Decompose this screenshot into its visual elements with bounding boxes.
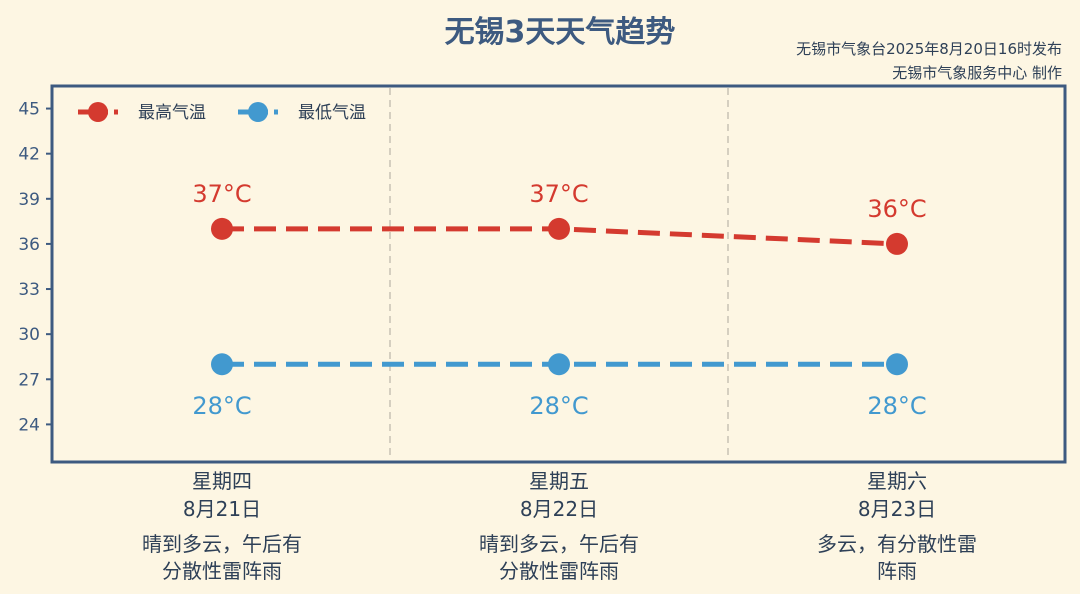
legend-high-marker xyxy=(88,102,108,122)
x-weather-label: 晴到多云，午后有 xyxy=(142,532,302,556)
x-day-label: 星期六 xyxy=(867,469,927,493)
x-weather-label: 分散性雷阵雨 xyxy=(499,559,619,583)
legend-low-label: 最低气温 xyxy=(298,103,366,123)
high-temp-label: 36°C xyxy=(867,195,926,223)
x-weather-label: 阵雨 xyxy=(877,559,917,583)
x-weather-label: 分散性雷阵雨 xyxy=(162,559,282,583)
plot-frame xyxy=(50,84,1067,464)
day-dividers xyxy=(389,88,729,460)
high-temp-point xyxy=(548,217,570,240)
high-temp-point xyxy=(886,232,908,255)
x-day-label: 星期五 xyxy=(529,469,589,493)
y-tick-label: 30 xyxy=(18,325,40,345)
y-tick-label: 36 xyxy=(18,235,40,255)
legend-high-label: 最高气温 xyxy=(138,103,206,123)
chart-title: 无锡3天天气趋势 xyxy=(445,15,676,50)
low-temp-point xyxy=(211,353,233,376)
high-temp-point xyxy=(211,217,233,240)
high-temp-label: 37°C xyxy=(192,180,251,208)
high-temp-label: 37°C xyxy=(529,180,588,208)
x-axis: 星期四8月21日晴到多云，午后有分散性雷阵雨星期五8月22日晴到多云，午后有分散… xyxy=(142,469,977,583)
y-tick-label: 33 xyxy=(18,280,40,300)
low-temp-point xyxy=(548,353,570,376)
publish-info: 无锡市气象台2025年8月20日16时发布 xyxy=(796,40,1062,58)
y-tick-label: 24 xyxy=(18,415,40,435)
y-tick-label: 39 xyxy=(18,190,40,210)
x-weather-label: 晴到多云，午后有 xyxy=(479,532,639,556)
low-temp-label: 28°C xyxy=(192,392,251,420)
x-date-label: 8月22日 xyxy=(520,497,598,521)
y-tick-label: 42 xyxy=(18,145,40,165)
producer-info: 无锡市气象服务中心 制作 xyxy=(892,64,1062,82)
y-axis: 24 27 30 33 36 39 42 45 xyxy=(18,100,52,435)
y-tick-label: 27 xyxy=(18,370,40,390)
low-temp-point xyxy=(886,353,908,376)
x-date-label: 8月21日 xyxy=(183,497,261,521)
x-date-label: 8月23日 xyxy=(858,497,936,521)
y-tick-label: 45 xyxy=(18,100,40,120)
x-weather-label: 多云，有分散性雷 xyxy=(817,532,977,556)
series-layer: 37°C 37°C 36°C 28°C 28°C 28°C xyxy=(192,180,926,420)
low-temp-label: 28°C xyxy=(529,392,588,420)
x-day-label: 星期四 xyxy=(192,469,252,493)
legend-low-marker xyxy=(248,102,268,122)
low-temp-label: 28°C xyxy=(867,392,926,420)
legend: 最高气温 最低气温 xyxy=(78,102,366,123)
